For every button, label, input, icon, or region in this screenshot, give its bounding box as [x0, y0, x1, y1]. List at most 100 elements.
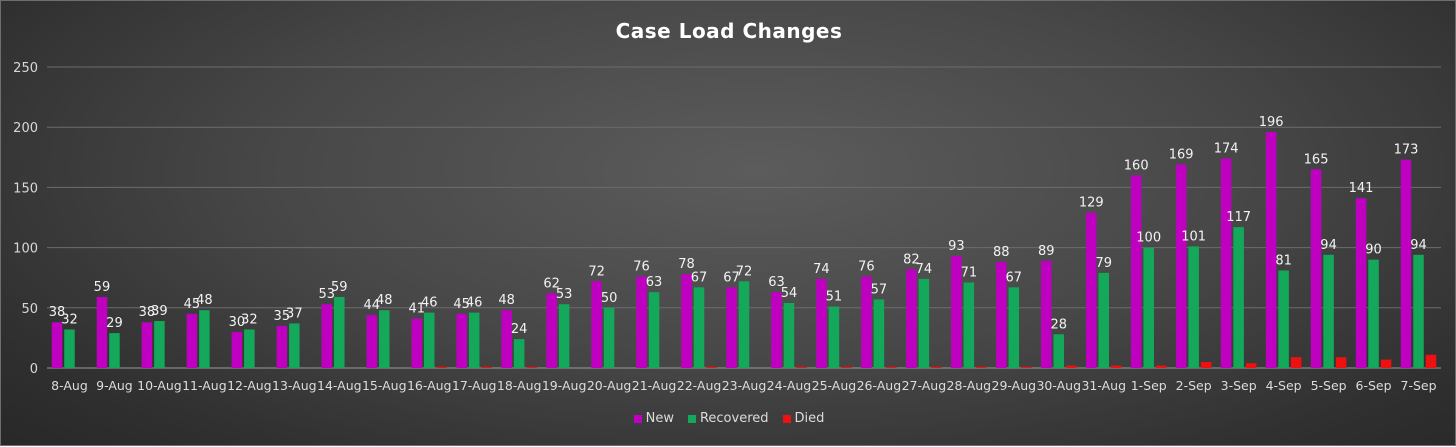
bar-recovered-21-aug — [648, 292, 660, 368]
x-tick-label: 9-Aug — [96, 378, 133, 393]
y-axis: 0 50 100 150 200 250 — [13, 61, 38, 377]
data-label-recovered: 74 — [916, 262, 933, 277]
data-label-new: 129 — [1079, 196, 1104, 211]
bar-new-24-aug — [771, 292, 782, 368]
data-label-new: 76 — [858, 259, 875, 274]
bar-new-21-aug — [636, 276, 647, 368]
bar-recovered-18-aug — [513, 339, 525, 368]
data-label-recovered: 57 — [871, 282, 888, 297]
data-label-new: 173 — [1394, 143, 1419, 158]
data-label-recovered: 67 — [1006, 270, 1023, 285]
legend-label: New — [645, 411, 674, 426]
data-label-recovered: 94 — [1410, 238, 1427, 253]
data-label-new: 74 — [813, 262, 830, 277]
x-tick-label: 26-Aug — [857, 378, 902, 393]
data-label-new: 41 — [408, 302, 425, 317]
data-label-recovered: 90 — [1365, 243, 1382, 258]
bar-recovered-3-sep — [1233, 227, 1244, 368]
data-label-new: 93 — [948, 239, 965, 254]
x-tick-label: 16-Aug — [407, 378, 452, 393]
bar-new-16-aug — [411, 318, 422, 368]
data-label-new: 169 — [1169, 148, 1194, 163]
bar-new-25-aug — [816, 278, 827, 368]
bar-new-15-aug — [366, 315, 378, 368]
bar-died-3-sep — [1245, 363, 1257, 368]
data-label-recovered: 67 — [691, 270, 708, 285]
data-label-recovered: 117 — [1226, 210, 1251, 225]
bar-recovered-15-aug — [379, 310, 390, 368]
bar-new-8-aug — [51, 322, 63, 368]
bar-recovered-20-aug — [603, 307, 615, 368]
x-tick-label: 15-Aug — [362, 378, 407, 393]
data-label-recovered: 48 — [376, 293, 393, 308]
x-tick-label: 24-Aug — [767, 378, 812, 393]
x-tick-label: 3-Sep — [1221, 378, 1257, 393]
x-tick-label: 23-Aug — [722, 378, 767, 393]
bar-new-17-aug — [456, 313, 467, 368]
data-label-recovered: 101 — [1181, 229, 1206, 244]
bar-died-6-sep — [1380, 359, 1392, 368]
data-label-recovered: 72 — [736, 264, 753, 279]
bar-recovered-1-sep — [1143, 247, 1154, 368]
bar-new-30-aug — [1041, 260, 1052, 368]
bar-recovered-6-sep — [1368, 259, 1379, 368]
bar-died-31-aug — [1110, 365, 1122, 368]
x-tick-label: 10-Aug — [137, 378, 182, 393]
bar-died-16-aug — [436, 366, 447, 368]
bar-new-9-aug — [96, 296, 108, 368]
x-tick-label: 20-Aug — [587, 378, 632, 393]
x-tick-label: 28-Aug — [947, 378, 992, 393]
bar-recovered-10-aug — [154, 321, 165, 368]
data-label-new: 160 — [1124, 158, 1149, 173]
bar-recovered-28-aug — [963, 282, 975, 368]
bar-new-7-sep — [1400, 159, 1412, 368]
legend-swatch — [633, 414, 642, 423]
bars — [51, 132, 1437, 368]
data-label-new: 44 — [363, 298, 380, 313]
data-label-new: 141 — [1349, 181, 1374, 196]
data-label-new: 76 — [633, 259, 650, 274]
bar-died-29-aug — [1021, 366, 1032, 368]
bar-new-31-aug — [1085, 212, 1097, 368]
bar-new-13-aug — [276, 325, 288, 368]
bar-recovered-11-aug — [199, 310, 210, 368]
data-label-new: 38 — [139, 305, 156, 320]
bar-new-12-aug — [231, 331, 243, 368]
bar-new-3-sep — [1220, 158, 1232, 368]
bar-new-11-aug — [186, 313, 198, 368]
x-tick-label: 21-Aug — [632, 378, 677, 393]
bar-new-22-aug — [681, 274, 692, 368]
x-tick-label: 30-Aug — [1036, 378, 1081, 393]
data-label-recovered: 53 — [556, 287, 573, 302]
x-tick-label: 25-Aug — [812, 378, 857, 393]
x-tick-label: 8-Aug — [51, 378, 88, 393]
legend-item-recovered: Recovered — [687, 411, 769, 426]
bar-recovered-13-aug — [289, 323, 300, 368]
data-label-new: 45 — [184, 297, 201, 312]
data-label-recovered: 100 — [1136, 231, 1161, 246]
legend-label: Died — [794, 411, 825, 426]
bar-recovered-2-sep — [1188, 246, 1199, 368]
x-tick-label: 19-Aug — [542, 378, 587, 393]
bar-new-23-aug — [726, 287, 737, 368]
x-tick-label: 6-Sep — [1356, 378, 1392, 393]
bar-recovered-30-aug — [1053, 334, 1065, 368]
legend-item-new: New — [633, 411, 674, 426]
bar-new-27-aug — [906, 269, 917, 368]
bar-died-22-aug — [706, 366, 717, 368]
bar-new-5-sep — [1310, 169, 1322, 368]
data-label-new: 62 — [543, 276, 560, 291]
bar-recovered-19-aug — [558, 304, 570, 368]
y-tick-label: 200 — [13, 121, 38, 136]
bar-died-26-aug — [886, 366, 897, 368]
x-tick-label: 4-Sep — [1266, 378, 1302, 393]
x-tick-label: 12-Aug — [227, 378, 272, 393]
data-label-recovered: 24 — [511, 322, 528, 337]
data-label-recovered: 37 — [286, 306, 303, 321]
data-label-new: 59 — [94, 280, 111, 295]
data-label-new: 53 — [319, 287, 336, 302]
data-label-recovered: 32 — [241, 312, 258, 327]
x-tick-label: 29-Aug — [992, 378, 1037, 393]
bar-died-27-aug — [931, 366, 942, 368]
